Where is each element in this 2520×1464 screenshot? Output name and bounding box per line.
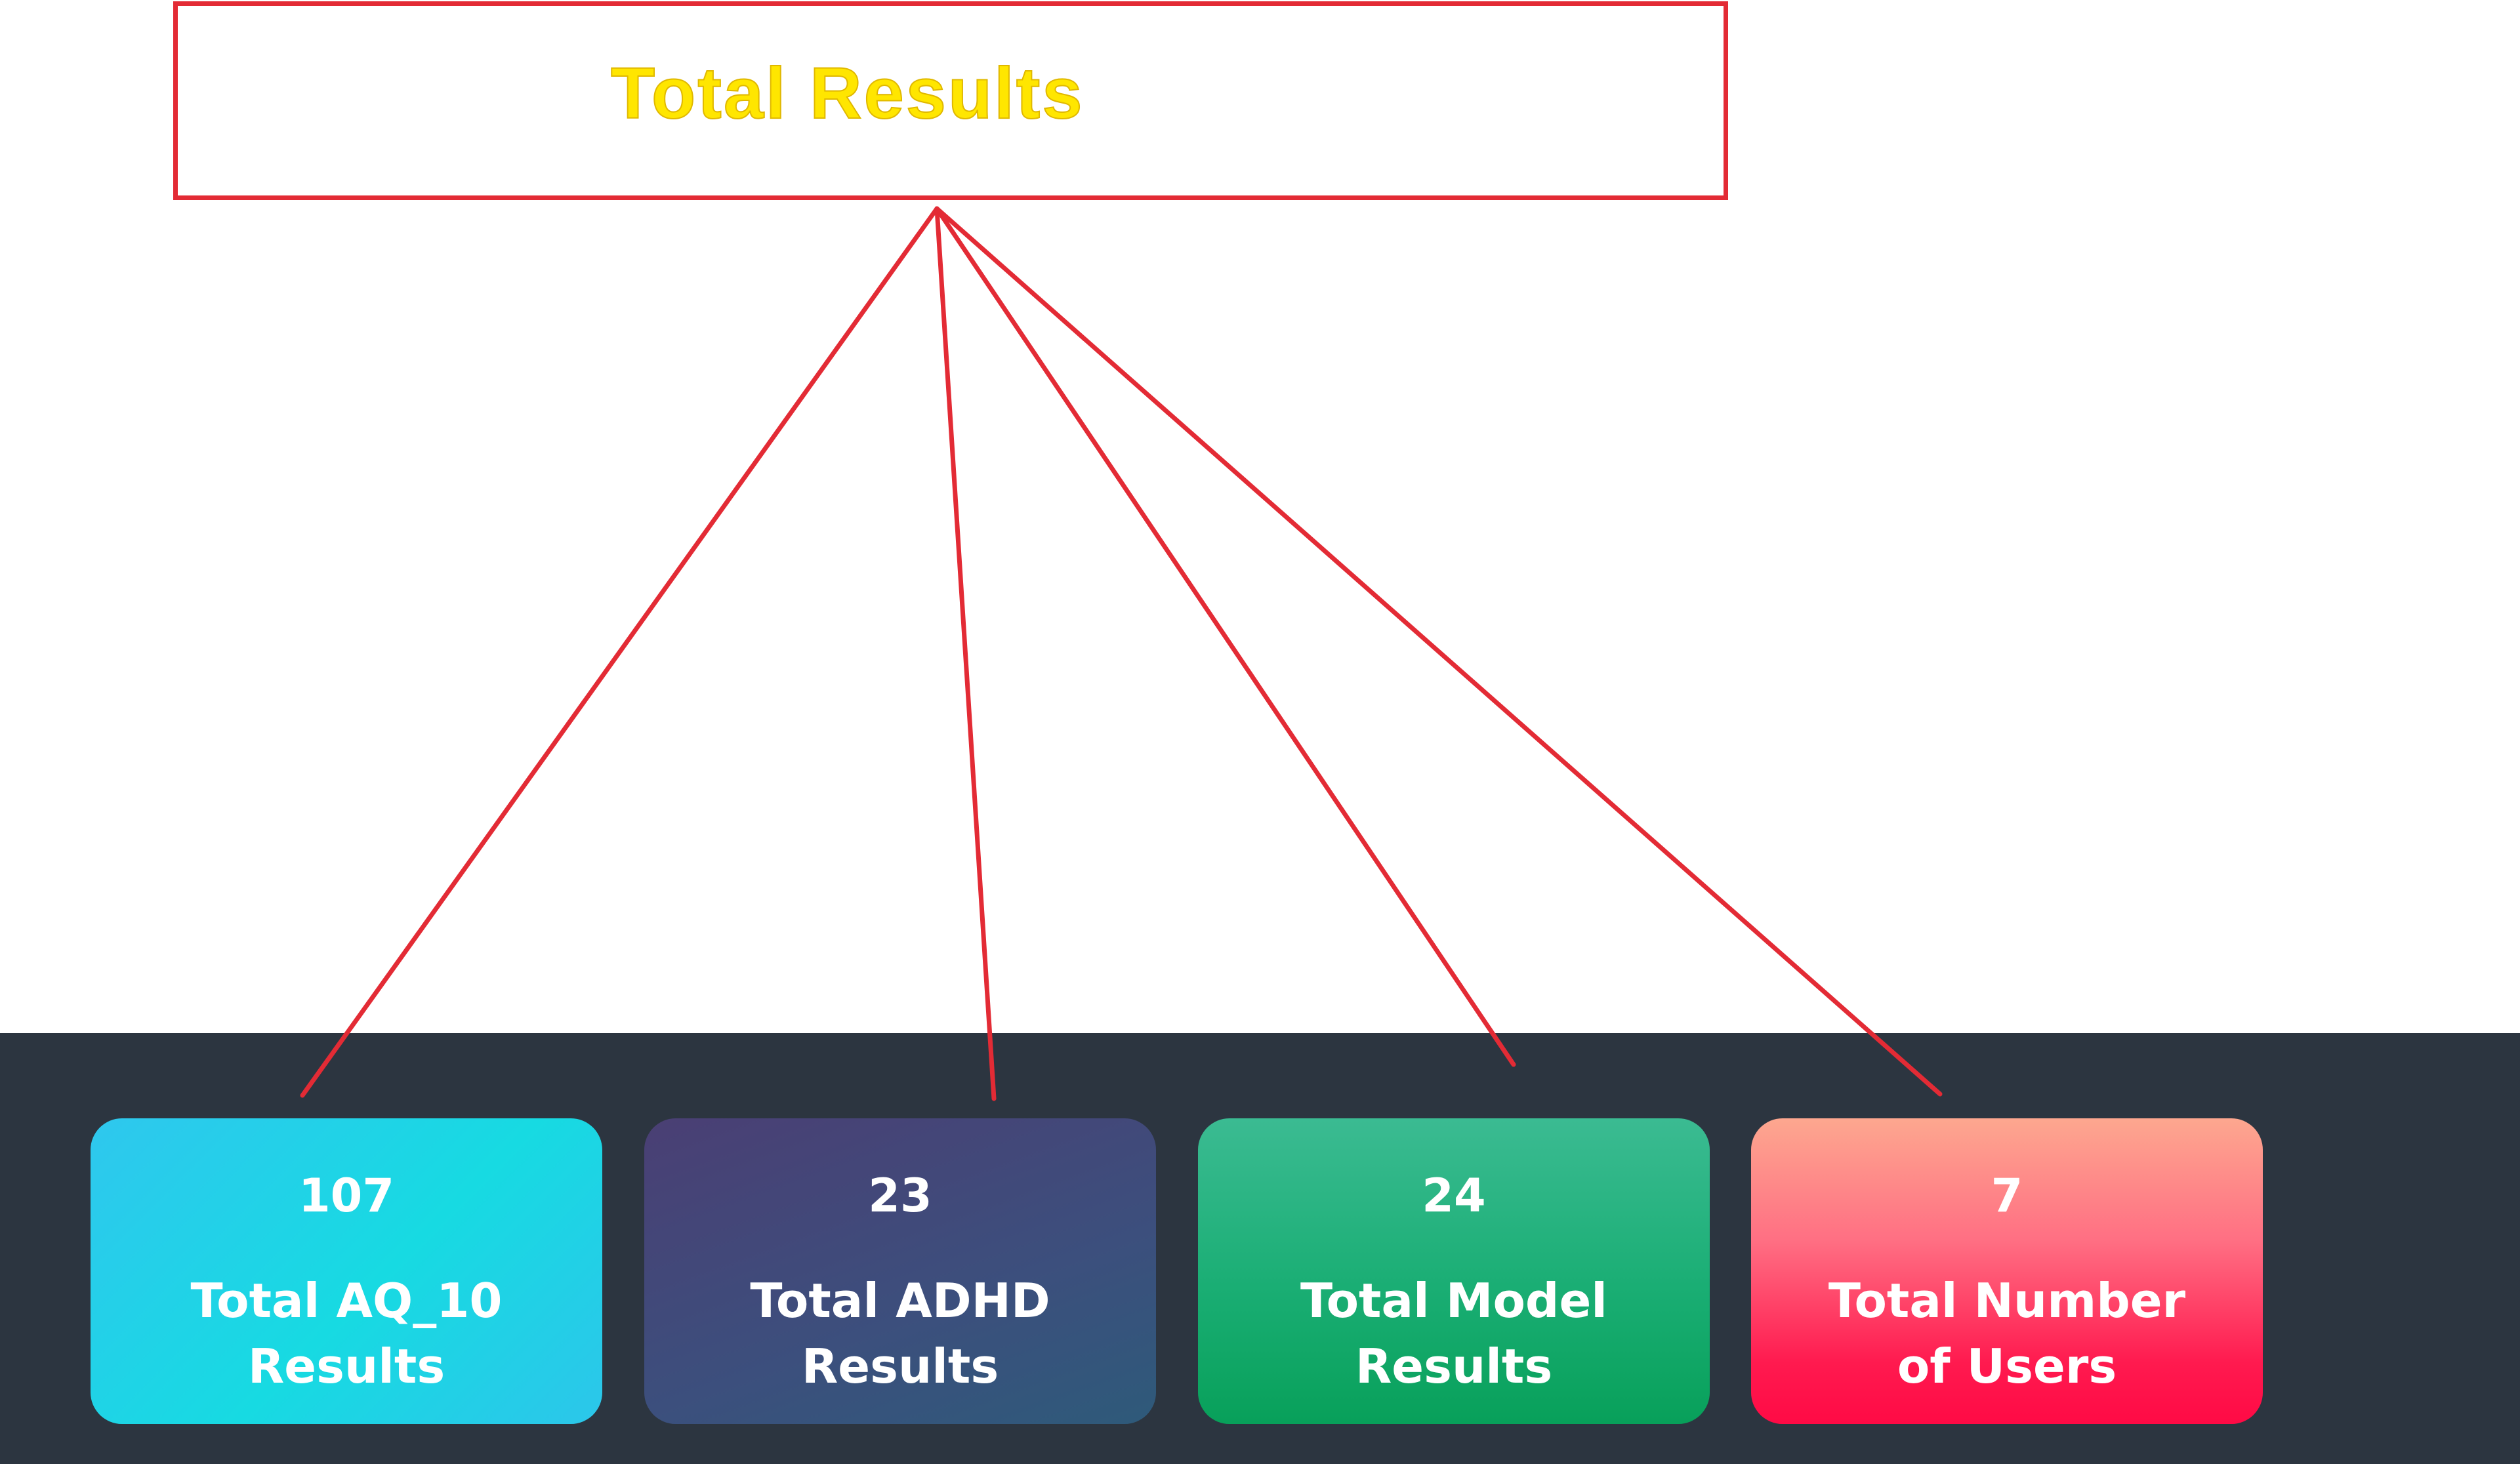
connector-line-aq10 bbox=[300, 206, 940, 1098]
callout-title: Total Results bbox=[610, 52, 1084, 134]
connector-line-users bbox=[934, 206, 1943, 1097]
stat-card-label-line2: Results bbox=[1355, 1339, 1553, 1394]
stat-card-label-line2: of Users bbox=[1897, 1339, 2117, 1394]
stat-card-value: 23 bbox=[868, 1169, 932, 1223]
stat-card-label: Total Model Results bbox=[1224, 1268, 1683, 1399]
stat-card-model-results[interactable]: 24 Total Model Results bbox=[1198, 1118, 1710, 1424]
stat-card-label: Total ADHD Results bbox=[671, 1268, 1130, 1399]
stat-card-label-line1: Total Model bbox=[1300, 1273, 1607, 1328]
stat-card-label: Total Number of Users bbox=[1777, 1268, 2237, 1399]
stat-card-label: Total AQ_10 Results bbox=[117, 1268, 576, 1399]
stat-card-value: 107 bbox=[298, 1169, 395, 1223]
stat-card-aq10-results[interactable]: 107 Total AQ_10 Results bbox=[91, 1118, 602, 1424]
stat-card-label-line1: Total AQ_10 bbox=[190, 1273, 503, 1328]
connector-line-adhd bbox=[934, 206, 997, 1101]
stat-card-adhd-results[interactable]: 23 Total ADHD Results bbox=[644, 1118, 1156, 1424]
stat-card-total-users[interactable]: 7 Total Number of Users bbox=[1751, 1118, 2263, 1424]
stat-card-label-line2: Results bbox=[801, 1339, 999, 1394]
stat-card-label-line1: Total ADHD bbox=[750, 1273, 1050, 1328]
stat-card-value: 24 bbox=[1422, 1169, 1486, 1223]
stat-card-label-line1: Total Number bbox=[1828, 1273, 2186, 1328]
callout-box: Total Results bbox=[173, 1, 1728, 200]
stat-card-label-line2: Results bbox=[247, 1339, 445, 1394]
connector-line-model bbox=[934, 206, 1516, 1067]
stat-card-value: 7 bbox=[1991, 1169, 2023, 1223]
